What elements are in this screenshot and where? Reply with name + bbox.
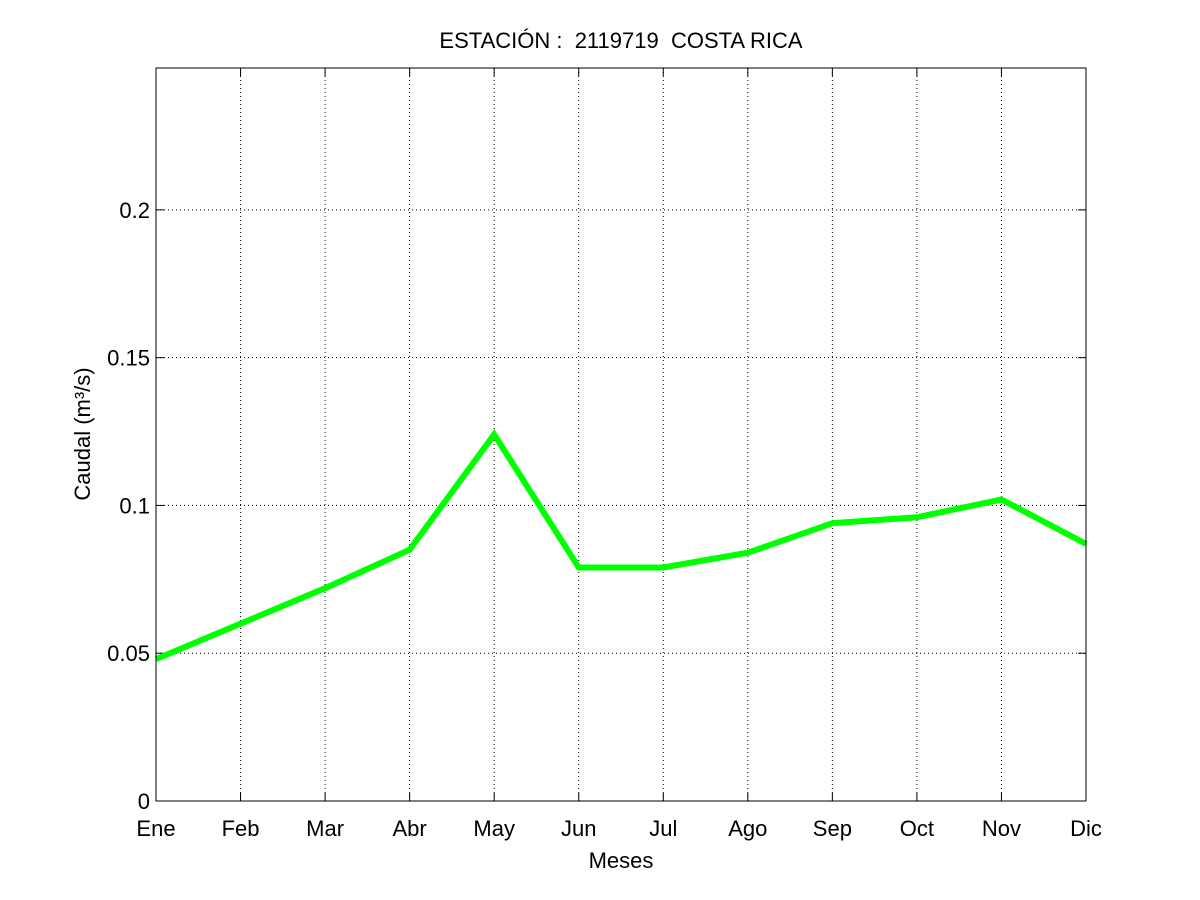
y-tick-label: 0.2 xyxy=(119,198,150,223)
y-tick-label: 0.05 xyxy=(107,641,150,666)
x-tick-label: Feb xyxy=(222,816,260,841)
x-tick-label: Ene xyxy=(136,816,175,841)
x-tick-label: Sep xyxy=(813,816,852,841)
x-tick-label: Jun xyxy=(561,816,596,841)
x-tick-label: Mar xyxy=(306,816,344,841)
y-tick-label: 0 xyxy=(138,789,150,814)
x-tick-label: Abr xyxy=(393,816,427,841)
x-tick-label: Oct xyxy=(900,816,934,841)
y-tick-labels: 0 0.05 0.1 0.15 0.2 xyxy=(107,198,150,814)
series-line xyxy=(154,429,1088,662)
x-tick-label: Dic xyxy=(1070,816,1102,841)
x-tick-label: Jul xyxy=(649,816,677,841)
x-axis-label: Meses xyxy=(589,848,654,873)
chart-title: ESTACIÓN : 2119719 COSTA RICA xyxy=(439,28,802,53)
x-tick-label: Nov xyxy=(982,816,1021,841)
x-tick-label: May xyxy=(473,816,515,841)
x-tick-labels: Ene Feb Mar Abr May Jun Jul Ago Sep Oct Nov Dic xyxy=(136,816,1101,841)
y-tick-label: 0.15 xyxy=(107,346,150,371)
plot-area xyxy=(156,68,1086,801)
y-tick-label: 0.1 xyxy=(119,493,150,518)
plot-frame xyxy=(155,67,1087,802)
x-tick-label: Ago xyxy=(728,816,767,841)
y-axis-label: Caudal (m³/s) xyxy=(70,367,95,500)
series-lines xyxy=(154,429,1088,662)
grid-lines xyxy=(156,68,1086,801)
